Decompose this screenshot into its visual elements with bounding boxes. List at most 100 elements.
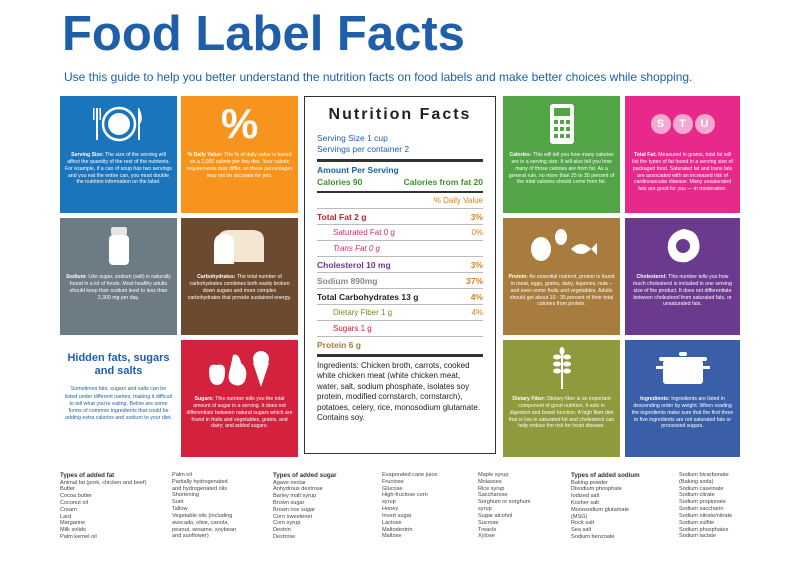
tile-sugars: Sugars: This number tells you the total … [181,340,298,457]
list-item: Sodium citrate [679,492,715,499]
fat-list: Types of added fat Animal fat (pork, chic… [60,472,146,541]
list-heading: Types of added sugar [273,472,337,479]
tile-total-fat: S T U Total Fat: Measured in grams, tota… [625,96,740,213]
list-item: syrup [382,499,396,506]
tile-ingredients: Ingredients: Ingredients are listed in d… [625,340,740,457]
tile-body: The size of the serving will affect the … [65,152,172,186]
list-item: Treacle [478,526,497,533]
tile-sodium: Sodium: Like sugar, sodium (salt) is nat… [60,218,177,335]
tile-body: Like sugar, sodium (salt) is naturally f… [69,274,171,301]
tile-head: % Daily Value: [187,152,223,158]
sugar-list: Types of added sugar Agave nectar Anhydrou… [273,472,337,541]
ingredients-text: Ingredients: Chicken broth, carrots, coo… [317,361,481,422]
list-item: Sodium caseinate [679,485,724,492]
protein: Protein 6 g [317,340,361,350]
total-carbohydrates: Total Carbohydrates 13 g [317,292,419,302]
tile-body: Ingredients are listed in descending ord… [631,396,734,430]
pot-icon [625,348,740,388]
sugar-list-continued-2: Maple syrup Molasses Rice syrup Saccharose S… [478,472,531,540]
list-item: Honey [382,506,399,513]
sodium-dv: 37% [465,276,483,286]
list-item: Xylose [478,533,495,540]
saturated-fat: Saturated Fat 0 g [333,228,395,237]
list-item: Corn syrup [273,520,301,527]
list-item: Barley malt syrup [273,493,317,500]
hidden-fats-box: Hidden fats, sugars and salts Sometimes … [60,340,177,460]
fat-list-continued: Palm oil Partially hydrogenated and hydrog… [172,472,236,540]
list-item: Vegetable oils (including [172,512,233,519]
list-item: Brown rice sugar [273,506,315,513]
amount-per-serving: Amount Per Serving [317,165,399,175]
list-item: Dextrose [273,534,296,541]
list-item: and hydrogenated oils [172,485,228,492]
list-item: Sucrose [478,519,499,526]
serving-size: Serving Size 1 cup [317,133,388,143]
fiber-dv: 4% [471,308,483,317]
cholesterol-row: Cholesterol 10 mg 3% [317,260,483,270]
fiber-row: Dietary Fiber 1 g 4% [317,308,483,317]
carbs-row: Total Carbohydrates 13 g 4% [317,292,483,302]
label-title: Nutrition Facts [328,106,472,123]
divider [317,354,483,357]
divider [317,320,483,321]
stu-circles-icon: S T U [625,104,740,144]
tile-cholesterol: Cholesterol: This number tells you how m… [625,218,740,335]
list-item: Sodium saccharin [679,506,724,513]
list-item: Molasses [478,478,502,485]
list-item: Saccharose [478,492,508,499]
wheat-icon [503,347,620,389]
percent-icon: % [220,100,259,148]
sodium-row: Sodium 890mg 37% [317,276,483,286]
added-ingredient-lists: Types of added fat Animal fat (pork, chic… [60,472,800,564]
list-item: Tallow [172,506,188,513]
list-item: Agave nectar [273,479,306,486]
list-item: (Baking soda) [679,478,714,485]
tile-head: Protein: [508,274,529,280]
hidden-fats-title: Hidden fats, sugars and salts [67,352,170,378]
list-item: Rice syrup [478,485,505,492]
calories-from-fat: Calories from fat 20 [403,177,483,187]
sodium-list-continued: Sodium bicarbonate (Baking soda) Sodium ca… [679,472,732,540]
tile-daily-value: % % Daily Value: The % of daily value is… [181,96,298,213]
dv-header: % Daily Value [433,196,483,205]
list-item: Sodium sulfite [679,519,715,526]
divider [317,191,483,193]
total-fat-dv: 3% [470,212,483,222]
divider [317,336,483,337]
list-item: Suet [172,499,184,506]
divider [317,304,483,305]
list-item: Lard [60,513,72,520]
list-item: Sodium phosphates [679,526,729,533]
tile-body: This will tell you how many calories are… [508,152,615,186]
tile-head: Cholesterol: [636,274,667,280]
tile-body: The total number of carbohydrates combin… [187,274,292,301]
divider [317,256,483,257]
list-item: Kosher salt [571,500,599,506]
tile-head: Carbohydrates: [197,274,236,280]
list-item: Palm kernel oil [60,534,97,541]
tile-carbohydrates: Carbohydrates: The total number of carbo… [181,218,298,335]
list-item: Shortening [172,492,200,499]
list-item: Palm oil [172,472,192,478]
cholesterol-dv: 3% [470,260,483,270]
divider [317,240,483,241]
total-fat-row: Total Fat 2 g 3% [317,212,483,222]
list-item: Disodium phosphate [571,486,622,493]
divider [317,208,483,209]
tile-body: Dietary fiber is an important component … [508,396,615,430]
list-item: Sodium lactate [679,533,717,540]
list-item: Dextrin [273,527,291,534]
list-item: Invert sugar [382,512,412,519]
tile-dietary-fiber: Dietary Fiber: Dietary fiber is an impor… [503,340,620,457]
cholesterol: Cholesterol 10 mg [317,260,391,270]
list-item: Fructose [382,478,404,485]
tile-protein: Protein: An essential nutrient, protein … [503,218,620,335]
page-subtitle: Use this guide to help you better unders… [64,70,693,84]
list-item: Lactose [382,519,402,526]
page-title: Food Label Facts [62,7,465,61]
calories: Calories 90 [317,177,363,187]
sodium: Sodium 890mg [317,276,378,286]
dietary-fiber: Dietary Fiber 1 g [333,308,393,317]
tile-body: Measured in grams, total fat will list t… [632,152,733,193]
hidden-fats-body: Sometimes fats, sugars and salts can be … [64,386,173,421]
